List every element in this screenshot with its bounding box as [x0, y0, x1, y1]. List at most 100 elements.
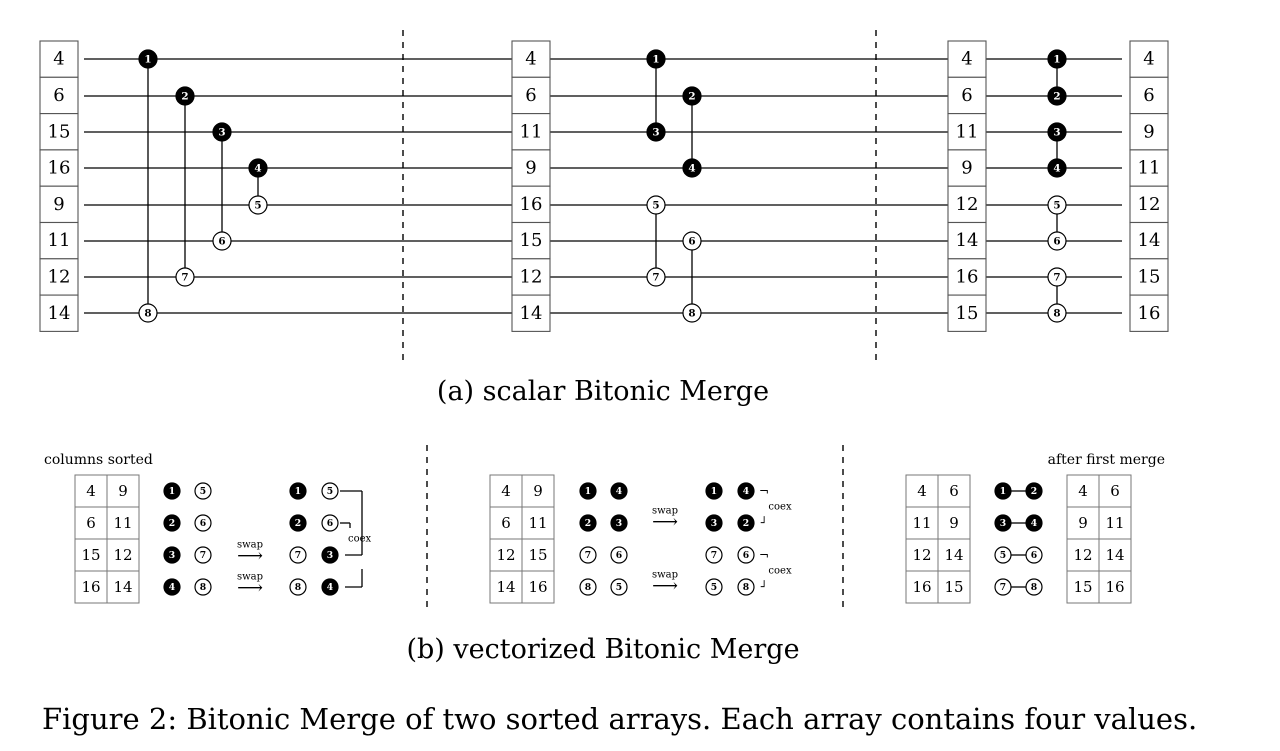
panel2-result-node: [705, 514, 723, 532]
stage2-node: [646, 195, 666, 215]
stage2-node: [646, 49, 666, 69]
panel2-result-node: [705, 482, 723, 500]
panel3-node: [1025, 482, 1043, 500]
panel2-grid-cell: [521, 538, 555, 572]
output-array-cell: [1129, 76, 1169, 115]
panel1-node-label: 8: [200, 582, 206, 593]
output-array-value: 4: [1143, 49, 1154, 70]
stage1-node-label: 6: [218, 236, 225, 248]
panel1-grid-cell: [106, 570, 140, 604]
pre-final-array-value: 16: [956, 266, 979, 287]
stage3-node-label: 1: [1053, 54, 1060, 66]
stage3-node: [1047, 267, 1067, 287]
stage3-node: [1047, 122, 1067, 142]
panel3-grid-cell: [937, 474, 971, 508]
panel2-grid-cell: [521, 474, 555, 508]
stage3-node: [1047, 49, 1067, 69]
panel1-node: [194, 514, 212, 532]
panel3-node-label: 7: [1000, 582, 1006, 593]
stage1-node: [212, 122, 232, 142]
panel2-grid-cell: [489, 506, 523, 540]
panel2-node: [579, 546, 597, 564]
panel2-grid-value: 15: [528, 546, 547, 564]
panel1-grid-value: 15: [81, 546, 100, 564]
panel2-result-node-label: 4: [743, 486, 750, 497]
panel1-result-node: [321, 546, 339, 564]
stage1-node-label: 8: [144, 308, 151, 320]
pre-final-array-value: 14: [956, 230, 979, 251]
panel1-node-label: 2: [169, 518, 175, 529]
stage3-node-label: 6: [1053, 236, 1060, 248]
panel3-grid-value: 6: [949, 482, 959, 500]
panel2-grid-cell: [521, 570, 555, 604]
panel3-result-grid-value: 9: [1078, 514, 1088, 532]
output-array-cell: [1129, 294, 1169, 332]
panel3-result-grid-cell: [1066, 538, 1100, 572]
stage1-node: [175, 267, 195, 287]
panel2-node: [610, 578, 628, 596]
panel2-node: [610, 514, 628, 532]
panel2-node-label: 4: [616, 486, 623, 497]
swap-arrow: ⟶: [237, 578, 263, 599]
mid-array-value: 6: [525, 85, 536, 106]
panel2-node-label: 1: [585, 486, 591, 497]
coex-bracket-bottom: ┘: [761, 580, 768, 594]
panel2-node: [579, 514, 597, 532]
stage3-node-label: 5: [1053, 200, 1060, 212]
pre-final-array-value: 11: [956, 121, 979, 142]
stage2-node-label: 7: [652, 272, 659, 284]
coex-bracket-bottom: ┘: [761, 516, 768, 530]
pre-final-array-cell: [947, 258, 987, 296]
stage1-node-label: 4: [254, 163, 261, 175]
panel2-node: [610, 482, 628, 500]
stage3-node: [1047, 303, 1067, 323]
stage2-node: [682, 231, 702, 251]
pre-final-array-value: 12: [956, 194, 979, 215]
stage3-node-label: 4: [1053, 163, 1060, 175]
panel3-result-grid-cell: [1098, 506, 1132, 540]
panel3-result-grid-value: 4: [1078, 482, 1088, 500]
panel3-result-grid-cell: [1066, 570, 1100, 604]
stage3-node: [1047, 158, 1067, 178]
swap-arrow: ⟶: [652, 512, 678, 533]
panel3-result-grid-value: 11: [1105, 514, 1124, 532]
panel1-node: [163, 482, 181, 500]
panel1-result-node-label: 1: [295, 486, 301, 497]
stage2-node: [646, 267, 666, 287]
panel3-node-label: 8: [1031, 582, 1037, 593]
stage2-node-label: 6: [688, 236, 695, 248]
panel1-result-node: [321, 514, 339, 532]
coex-label: coex: [348, 534, 372, 545]
panel1-node: [194, 482, 212, 500]
pre-final-array-cell: [947, 113, 987, 151]
panel1-result-node-label: 4: [327, 582, 334, 593]
panel3-node-label: 2: [1031, 486, 1037, 497]
panel2-result-node-label: 6: [743, 550, 749, 561]
panel2-node-label: 7: [585, 550, 591, 561]
panel1-result-node-label: 7: [295, 550, 301, 561]
panel2-result-node: [737, 514, 755, 532]
panel1-grid-value: 16: [81, 578, 100, 596]
columns-sorted-label: columns sorted: [44, 452, 153, 468]
swap-label: swap: [237, 572, 263, 583]
panel2-node-label: 5: [616, 582, 622, 593]
panel1-node-label: 4: [169, 582, 176, 593]
panel2-grid-value: 12: [496, 546, 515, 564]
output-array-value: 12: [1138, 194, 1161, 215]
panel2-grid-value: 9: [533, 482, 543, 500]
panel1-node-label: 7: [200, 550, 206, 561]
input-array-cell: [39, 40, 79, 78]
panel1-grid-value: 14: [113, 578, 132, 596]
panel1-grid-cell: [74, 538, 108, 572]
stage2-node-label: 5: [652, 200, 659, 212]
panel2-result-node-label: 7: [711, 550, 717, 561]
panel2-grid-cell: [521, 506, 555, 540]
panel1-node: [163, 514, 181, 532]
panel2-node-label: 6: [616, 550, 622, 561]
panel2-grid-value: 6: [501, 514, 511, 532]
stage2-node: [682, 86, 702, 106]
pre-final-array-cell: [947, 40, 987, 78]
panel1-result-node-label: 3: [327, 550, 333, 561]
input-array-value: 15: [48, 121, 71, 142]
